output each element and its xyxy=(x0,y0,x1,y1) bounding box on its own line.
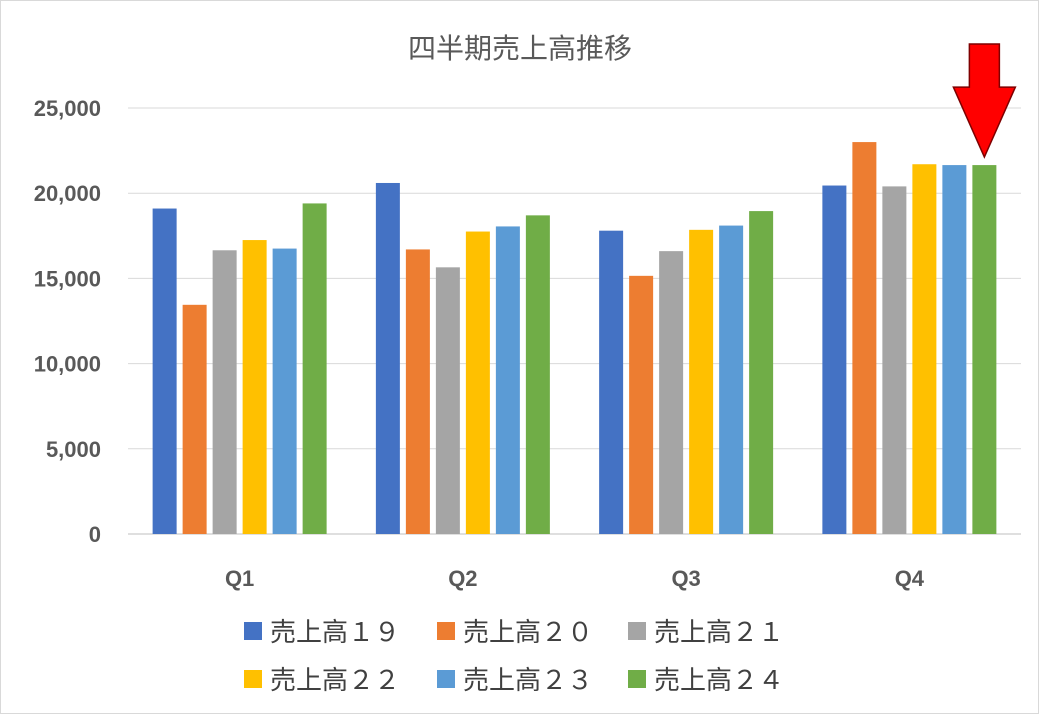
legend-swatch xyxy=(244,670,262,688)
down-arrow-icon xyxy=(952,43,1017,159)
y-tick-label: 15,000 xyxy=(34,266,101,291)
y-tick-label: 10,000 xyxy=(34,352,101,377)
bar-q1-series-5 xyxy=(272,248,297,534)
legend-label: 売上高２３ xyxy=(463,666,593,696)
legend: 売上高１９ 売上高２０ 売上高２１ 売上高２２ 売上高２３ 売上高２４ xyxy=(244,618,784,696)
bar-q2-series-2 xyxy=(405,249,430,534)
bar-q2-series-6 xyxy=(525,215,550,535)
y-tick-label: 0 xyxy=(89,522,101,547)
legend-label: 売上高１９ xyxy=(270,618,400,648)
y-tick-label: 20,000 xyxy=(34,181,101,206)
bars xyxy=(152,142,997,535)
x-tick-label: Q1 xyxy=(225,566,254,591)
chart-title: 四半期売上高推移 xyxy=(408,32,632,65)
legend-swatch xyxy=(437,670,455,688)
bar-q2-series-3 xyxy=(435,267,460,534)
bar-q2-series-5 xyxy=(495,226,520,535)
bar-q3-series-3 xyxy=(659,251,684,535)
bar-q3-series-1 xyxy=(599,230,624,535)
y-axis-ticks: 0 5,000 10,000 15,000 20,000 25,000 xyxy=(34,96,101,547)
legend-label: 売上高２４ xyxy=(654,666,784,696)
bar-q4-series-2 xyxy=(852,142,877,534)
x-tick-label: Q4 xyxy=(895,566,925,591)
y-tick-label: 25,000 xyxy=(34,96,101,121)
bar-q1-series-1 xyxy=(152,208,177,534)
bar-q3-series-2 xyxy=(629,275,654,534)
bar-q1-series-2 xyxy=(182,304,207,534)
red-arrow-annotation xyxy=(952,43,1017,159)
x-axis-ticks: Q1 Q2 Q3 Q4 xyxy=(225,566,925,591)
bar-q4-series-1 xyxy=(822,185,847,535)
legend-swatch xyxy=(244,622,262,640)
bar-q1-series-4 xyxy=(242,240,267,534)
bar-q1-series-6 xyxy=(302,203,327,534)
bar-q3-series-6 xyxy=(749,211,774,535)
legend-label: 売上高２０ xyxy=(463,618,593,648)
bar-q1-series-3 xyxy=(212,250,237,534)
bar-q3-series-4 xyxy=(689,229,714,534)
x-tick-label: Q2 xyxy=(448,566,477,591)
bar-q3-series-5 xyxy=(719,225,744,535)
legend-swatch xyxy=(437,622,455,640)
bar-q4-series-4 xyxy=(912,164,937,534)
legend-swatch xyxy=(628,622,646,640)
legend-swatch xyxy=(628,670,646,688)
bar-q2-series-1 xyxy=(375,182,400,534)
x-tick-label: Q3 xyxy=(671,566,700,591)
legend-label: 売上高２２ xyxy=(270,666,400,696)
bar-q2-series-4 xyxy=(465,231,490,535)
bar-q4-series-3 xyxy=(882,186,907,534)
bar-q4-series-6 xyxy=(972,165,997,535)
bar-q4-series-5 xyxy=(942,165,967,535)
y-tick-label: 5,000 xyxy=(46,437,101,462)
legend-label: 売上高２１ xyxy=(654,618,784,648)
